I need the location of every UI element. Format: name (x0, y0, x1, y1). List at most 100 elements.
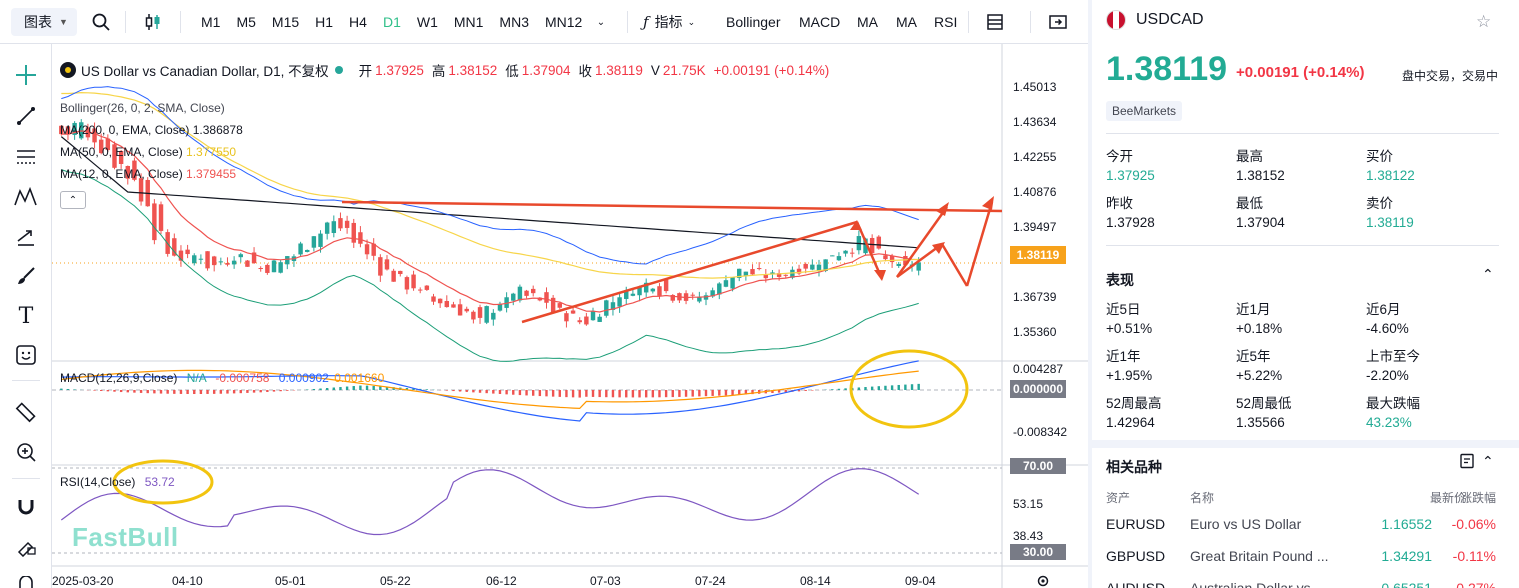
ma200-legend[interactable]: MA(200, 0, EMA, Close) 1.386878 (60, 122, 243, 138)
candle-body (305, 249, 310, 252)
macd-hist-bar (658, 390, 661, 398)
macd-hist-bar (877, 386, 880, 390)
zoom-in-icon[interactable] (13, 439, 39, 465)
price-axis-label: 1.42255 (1013, 150, 1057, 164)
interval-mn12[interactable]: MN12 (544, 14, 583, 30)
indicator-bollinger[interactable]: Bollinger (726, 14, 781, 30)
interval-m1[interactable]: M1 (201, 14, 221, 30)
interval-m5[interactable]: M5 (236, 14, 256, 30)
chart-type-dropdown[interactable]: 图表 ▼ (11, 8, 77, 36)
current-price-tag: 1.38119 (1010, 246, 1066, 264)
indicator-rsi[interactable]: RSI (934, 14, 958, 30)
macd-hist-bar (379, 386, 382, 390)
macd-legend[interactable]: MACD(12,26,9,Close) N/A -0.000758 0.0009… (60, 370, 384, 386)
macd-hist-bar (538, 390, 542, 397)
ma12-legend[interactable]: MA(12, 0, EMA, Close) 1.379455 (60, 166, 236, 182)
candle-body (717, 283, 722, 295)
macd-hist-bar (831, 389, 834, 390)
lock-drawing-icon[interactable] (13, 533, 39, 559)
chevron-down-icon[interactable]: ⌄ (596, 16, 606, 28)
ma50-legend[interactable]: MA(50, 0, EMA, Close) 1.377550 (60, 144, 236, 160)
favorite-star-icon[interactable]: ☆ (1476, 12, 1492, 31)
high-label: 高 (431, 64, 446, 79)
perf-0: 近5日 +0.51% (1106, 300, 1152, 338)
arrow-head (850, 220, 862, 230)
pattern-icon[interactable] (13, 184, 39, 210)
collapse-legend-button[interactable]: ⌃ (60, 191, 86, 209)
macd-hist-bar (73, 389, 76, 390)
macd-line-value: 0.000902 (278, 371, 329, 385)
list-icon[interactable] (1459, 453, 1477, 471)
related-row[interactable]: EURUSD Euro vs US Dollar 1.16552 -0.06% (1106, 516, 1499, 548)
candle-body (265, 264, 270, 273)
broker-badge: BeeMarkets (1106, 101, 1183, 121)
macd-axis-label: 0.004287 (1013, 362, 1064, 376)
interval-w1[interactable]: W1 (416, 14, 438, 30)
ma50-value: 1.377550 (186, 145, 237, 159)
price-axis-label: 1.43634 (1013, 115, 1057, 129)
macd-hist-bar (133, 390, 136, 393)
date-axis-label: 09-04 (905, 574, 936, 588)
close-value: 1.38119 (595, 62, 643, 78)
quote-value: 1.38119 (1366, 215, 1414, 230)
candle-body (391, 270, 396, 282)
macd-hist-bar (551, 390, 555, 397)
chevron-up-icon[interactable]: ⌃ (1482, 453, 1494, 469)
fullscreen-icon[interactable] (1045, 9, 1071, 35)
magnet-icon[interactable] (13, 494, 39, 520)
candle-body (172, 238, 177, 256)
macd-hist-bar (625, 390, 628, 398)
horizontal-lines-icon[interactable] (13, 144, 39, 170)
candle-body (251, 252, 257, 264)
macd-hist-bar (718, 390, 721, 396)
search-icon[interactable] (88, 9, 114, 35)
text-tool-icon[interactable]: T (18, 303, 34, 329)
bollinger-upper (61, 86, 919, 265)
indicators-button[interactable]: ƒ 指标 ⌄ (643, 12, 695, 32)
related-row[interactable]: GBPUSD Great Britain Pound ... 1.34291 -0.1… (1106, 548, 1499, 580)
macd-hist-bar (518, 390, 522, 396)
ruler-icon[interactable] (13, 399, 39, 425)
interval-m15[interactable]: M15 (271, 14, 300, 30)
rsi-legend[interactable]: RSI(14,Close) 53.72 (60, 474, 175, 490)
candle-body (889, 255, 895, 263)
brush-icon[interactable] (13, 263, 39, 289)
related-row[interactable]: AUDUSD Australian Dollar vs ... 0.65251 -0.… (1106, 580, 1499, 588)
chevron-up-icon[interactable]: ⌃ (1482, 266, 1494, 282)
close-label: 收 (578, 64, 593, 79)
macd-hist-bar (691, 390, 694, 397)
macd-hist-bar (352, 386, 355, 390)
perf-1: 近1月 +0.18% (1236, 300, 1282, 338)
settings-gear-icon[interactable] (1036, 574, 1052, 588)
candle-body (663, 279, 669, 292)
candle-body (836, 256, 842, 261)
indicator-macd[interactable]: MACD (799, 14, 841, 30)
quote-label: 买价 (1366, 149, 1393, 164)
interval-d1[interactable]: D1 (382, 14, 401, 30)
chevron-up-icon: ⌃ (68, 194, 78, 206)
indicator-ma-2[interactable]: MA (896, 14, 917, 30)
projection-icon[interactable] (13, 224, 39, 250)
trend-line-icon[interactable] (13, 103, 39, 129)
interval-h4[interactable]: H4 (349, 14, 367, 30)
bollinger-legend[interactable]: Bollinger(26, 0, 2, SMA, Close) (60, 101, 225, 115)
indicator-ma[interactable]: MA (857, 14, 878, 30)
macd-hist-bar (139, 390, 143, 393)
candlestick-type-icon[interactable] (140, 9, 166, 35)
fastbull-watermark: FastBull (72, 522, 179, 552)
interval-mn1[interactable]: MN1 (453, 14, 484, 30)
macd-zero-tag: 0.000000 (1010, 380, 1066, 398)
remove-drawings-icon[interactable] (13, 571, 39, 588)
change-value: +0.00191 (+0.14%) (713, 62, 830, 78)
price-chart[interactable] (52, 44, 1088, 588)
indicators-label: 指标 (654, 14, 683, 30)
crosshair-icon[interactable] (13, 62, 39, 88)
candle-body (697, 296, 702, 302)
interval-h1[interactable]: H1 (315, 14, 334, 30)
interval-mn3[interactable]: MN3 (499, 14, 529, 30)
layout-icon[interactable] (982, 9, 1008, 35)
candle-body (643, 282, 649, 293)
emoji-icon[interactable] (13, 342, 39, 368)
